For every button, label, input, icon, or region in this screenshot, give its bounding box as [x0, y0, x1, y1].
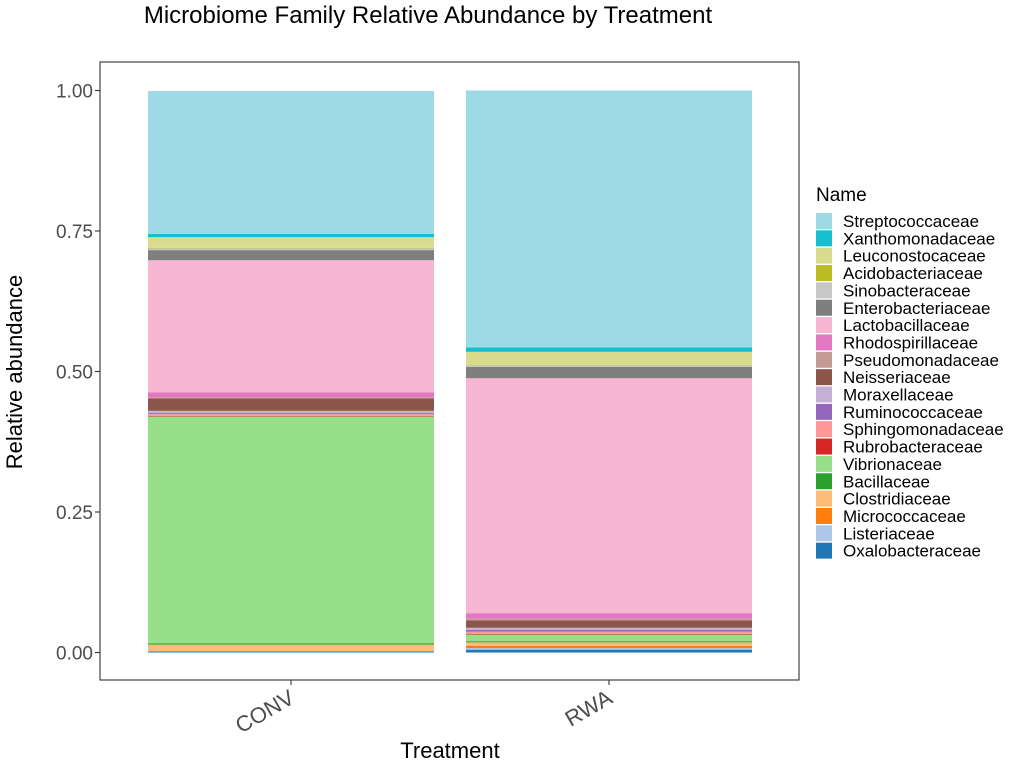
- legend-label: Streptococcaceae: [843, 212, 979, 231]
- bar-segment-rhodospirillaceae: [148, 392, 434, 398]
- plot-panel-border: [99, 61, 800, 681]
- bar-segment-sphingomonadaceae: [466, 631, 752, 634]
- legend-swatch: [816, 213, 832, 229]
- bar-segment-bacillaceae: [466, 641, 752, 643]
- legend-label: Lactobacillaceae: [843, 316, 970, 335]
- legend-label: Vibrionaceae: [843, 455, 942, 474]
- legend-swatch: [816, 351, 832, 368]
- legend-swatch: [816, 317, 832, 334]
- y-tick-label: 0.25: [56, 503, 93, 524]
- legend-swatch: [816, 299, 832, 316]
- legend-swatch: [816, 455, 832, 472]
- bar-segment-bacillaceae: [148, 643, 434, 645]
- bar-segment-acidobacteriaceae: [148, 247, 434, 249]
- legend-label: Leuconostocaceae: [843, 247, 986, 266]
- legend-label: Rhodospirillaceae: [843, 333, 978, 352]
- legend-swatch: [816, 230, 832, 247]
- legend-swatch: [816, 247, 832, 264]
- bar-stack-conv: [148, 91, 434, 653]
- legend-label: Oxalobacteraceae: [843, 542, 981, 561]
- bar-segment-listeriaceae: [466, 648, 752, 650]
- y-tick-label: 0.00: [56, 644, 93, 665]
- legend-label: Acidobacteriaceae: [843, 264, 983, 283]
- bar-segment-ruminococcaceae: [148, 413, 434, 415]
- bar-segment-pseudomonadaceae: [148, 397, 434, 399]
- bar-segment-leuconostocaceae: [148, 237, 434, 248]
- bar-segment-sphingomonadaceae: [148, 414, 434, 416]
- legend-label: Moraxellaceae: [843, 386, 954, 405]
- x-axis-title: Treatment: [400, 738, 499, 763]
- legend-swatch: [816, 507, 832, 524]
- legend-swatch: [816, 542, 832, 559]
- bar-segment-lactobacillaceae: [148, 260, 434, 393]
- bar-segment-moraxellaceae: [466, 627, 752, 631]
- legend-title: Name: [816, 185, 867, 206]
- legend-label: Sphingomonadaceae: [843, 420, 1004, 439]
- legend-swatch: [816, 334, 832, 351]
- bar-segment-clostridiaceae: [466, 642, 752, 646]
- y-tick-label: 1.00: [56, 82, 93, 103]
- legend-swatch: [816, 282, 832, 299]
- y-tick-label: 0.50: [56, 363, 93, 384]
- legend-swatch: [816, 403, 832, 420]
- legend-swatch: [816, 490, 832, 507]
- bar-segment-vibrionaceae: [466, 634, 752, 642]
- bar-segment-oxalobacteraceae: [466, 649, 752, 653]
- y-tick-label: 0.75: [56, 222, 93, 243]
- legend-label: Ruminococcaceae: [843, 403, 983, 422]
- bar-segment-rubrobacteraceae: [148, 415, 434, 417]
- bar-segment-vibrionaceae: [148, 416, 434, 644]
- legend-swatch: [816, 386, 832, 403]
- plot-bars: [148, 90, 752, 653]
- bar-segment-enterobacteriaceae: [466, 367, 752, 379]
- legend-label: Neisseriaceae: [843, 368, 951, 387]
- bar-segment-pseudomonadaceae: [466, 618, 752, 621]
- legend-swatch: [816, 473, 832, 490]
- bar-segment-leuconostocaceae: [466, 351, 752, 365]
- legend-label: Xanthomonadaceae: [843, 229, 995, 248]
- legend-swatch: [816, 438, 832, 455]
- bar-segment-acidobacteriaceae: [466, 364, 752, 366]
- bar-segment-streptococcaceae: [148, 91, 434, 234]
- bar-segment-neisseriaceae: [466, 620, 752, 628]
- bar-segment-enterobacteriaceae: [148, 250, 434, 261]
- bar-segment-oxalobacteraceae: [148, 651, 434, 653]
- chart-title: Microbiome Family Relative Abundance by …: [144, 2, 713, 29]
- y-axis: 0.00 0.25 0.50 0.75 1.00: [56, 82, 100, 665]
- legend-swatch: [816, 265, 832, 282]
- bar-segment-xanthomonadaceae: [466, 347, 752, 352]
- bar-stack-rwa: [466, 90, 752, 653]
- bar-segment-clostridiaceae: [148, 644, 434, 652]
- legend-label: Clostridiaceae: [843, 490, 951, 509]
- bar-segment-streptococcaceae: [466, 90, 752, 348]
- legend-swatch: [816, 525, 832, 542]
- bar-segment-rubrobacteraceae: [466, 633, 752, 635]
- legend: Name StreptococcaceaeXanthomonadaceaeLeu…: [816, 185, 1004, 561]
- bar-segment-ruminococcaceae: [466, 630, 752, 632]
- bar-segment-micrococcaceae: [466, 645, 752, 649]
- x-axis: CONV RWA: [231, 680, 617, 738]
- legend-label: Listeriaceae: [843, 524, 935, 543]
- x-tick-label: RWA: [561, 685, 617, 732]
- bar-segment-sinobacteraceae: [466, 365, 752, 368]
- legend-label: Pseudomonadaceae: [843, 351, 999, 370]
- legend-label: Enterobacteriaceae: [843, 299, 990, 318]
- bar-segment-sinobacteraceae: [148, 248, 434, 251]
- legend-label: Micrococcaceae: [843, 507, 966, 526]
- y-axis-title: Relative abundance: [2, 275, 27, 469]
- bar-segment-lactobacillaceae: [466, 378, 752, 614]
- bar-segment-xanthomonadaceae: [148, 233, 434, 238]
- bar-segment-moraxellaceae: [148, 410, 434, 414]
- x-tick-label: CONV: [231, 685, 299, 739]
- legend-label: Rubrobacteraceae: [843, 438, 983, 457]
- legend-label: Bacillaceae: [843, 472, 930, 491]
- legend-swatch: [816, 369, 832, 386]
- bar-segment-rhodospirillaceae: [466, 613, 752, 619]
- legend-swatch: [816, 421, 832, 438]
- bar-segment-neisseriaceae: [148, 398, 434, 411]
- legend-label: Sinobacteraceae: [843, 281, 971, 300]
